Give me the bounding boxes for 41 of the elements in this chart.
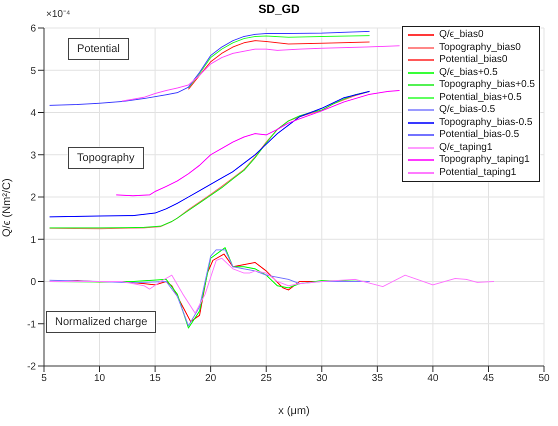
y-tick-label: 3 xyxy=(30,150,36,162)
line-series xyxy=(121,45,400,102)
x-tick-label: 5 xyxy=(41,373,48,384)
x-tick-label: 35 xyxy=(372,373,384,384)
legend-label: Q/ϵ_bias+0.5 xyxy=(439,66,498,79)
x-tick-label: 45 xyxy=(482,373,494,384)
x-tick-label: 15 xyxy=(150,373,162,384)
x-tick-label: 40 xyxy=(427,373,439,384)
legend-label: Potential_bias0 xyxy=(439,54,508,66)
legend-label: Topography_taping1 xyxy=(439,154,530,166)
legend-label: Potential_bias+0.5 xyxy=(439,92,522,104)
annotation: Topography xyxy=(68,147,144,169)
chart-title: SD_GD xyxy=(258,2,300,16)
y-tick-label: 1 xyxy=(30,234,36,246)
legend-label: Q/ϵ_bias0 xyxy=(439,29,484,42)
annotation: Normalized charge xyxy=(46,311,156,333)
y-tick-label: 4 xyxy=(30,108,36,120)
y-tick-label: -1 xyxy=(27,319,36,330)
x-tick-label: 30 xyxy=(316,373,328,384)
y-tick-label: -2 xyxy=(27,362,36,373)
x-tick-label: 20 xyxy=(205,373,217,384)
y-axis-title: Q/ϵ (Nm²/C) xyxy=(0,178,13,237)
legend-label: Topography_bias0 xyxy=(439,42,521,54)
x-axis-title: x (μm) xyxy=(278,405,310,417)
legend-label: Q/ϵ_taping1 xyxy=(439,142,492,154)
y-tick-label: 5 xyxy=(30,66,36,77)
y-tick-label: 6 xyxy=(30,24,36,35)
x-tick-label: 50 xyxy=(538,373,550,384)
x-tick-label: 25 xyxy=(260,373,272,384)
annotation: Potential xyxy=(68,38,129,60)
x-tick-label: 10 xyxy=(94,373,106,384)
legend-label: Q/ϵ_bias-0.5 xyxy=(439,104,496,116)
line-series xyxy=(49,258,494,314)
legend-label: Topography_bias+0.5 xyxy=(439,79,535,92)
line-series xyxy=(49,30,370,106)
y-tick-label: 2 xyxy=(30,192,36,204)
legend-label: Potential_bias-0.5 xyxy=(439,129,520,142)
text: ×10⁻⁴ xyxy=(46,8,70,20)
legend-label: Potential_taping1 xyxy=(439,166,516,179)
legend-label: Topography_bias-0.5 xyxy=(439,116,532,129)
y-tick-label: 0 xyxy=(30,277,36,288)
